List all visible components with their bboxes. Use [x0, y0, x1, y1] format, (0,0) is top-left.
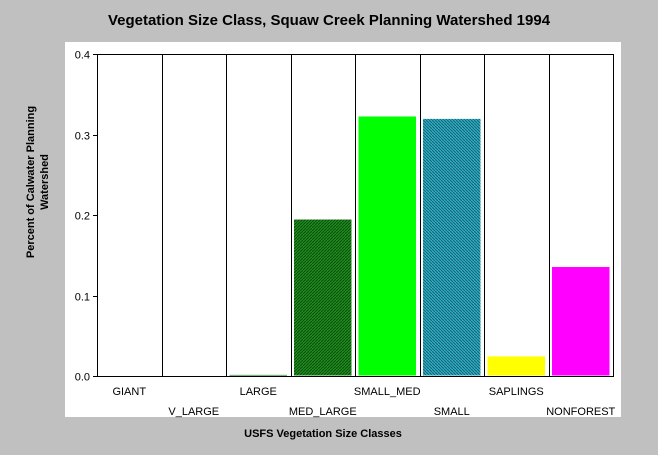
- x-tick-label: SAPLINGS: [489, 386, 544, 398]
- x-axis-label: USFS Vegetation Size Classes: [244, 428, 402, 440]
- x-tick-label: GIANT: [112, 386, 146, 398]
- ticklabel-layer: 0.0 0.1 0.2 0.3 0.4 GIANT V_LARGE LARGE MED_LARG…: [75, 50, 616, 419]
- grid-layer: [162, 54, 550, 376]
- bar-small: [422, 117, 482, 377]
- bars-layer: [228, 115, 611, 377]
- y-tick-label: 0.3: [75, 131, 90, 143]
- x-tick-label: MED_LARGE: [289, 406, 357, 418]
- bar-large: [228, 373, 288, 377]
- bar-nonforest: [551, 266, 611, 377]
- axis-layer: [93, 54, 614, 377]
- y-axis-label-line-2: Watershed: [39, 154, 51, 210]
- bar-med-large: [293, 218, 353, 377]
- bar-saplings: [486, 355, 546, 377]
- x-tick-label: SMALL_MED: [354, 386, 421, 398]
- x-tick-label: V_LARGE: [168, 406, 219, 418]
- y-tick-label: 0.4: [75, 50, 90, 62]
- bar-small-med: [357, 115, 417, 377]
- y-tick-label: 0.2: [75, 211, 90, 223]
- x-tick-label: LARGE: [240, 386, 277, 398]
- y-axis-label-line-1: Percent of Calwater Planning: [25, 105, 37, 259]
- chart-title: Vegetation Size Class, Squaw Creek Plann…: [107, 12, 551, 29]
- y-tick-label: 0.1: [75, 292, 90, 304]
- y-tick-label: 0.0: [75, 372, 90, 384]
- x-tick-label: SMALL: [434, 406, 470, 418]
- x-tick-label: NONFOREST: [546, 406, 615, 418]
- plot-frame: [97, 54, 614, 377]
